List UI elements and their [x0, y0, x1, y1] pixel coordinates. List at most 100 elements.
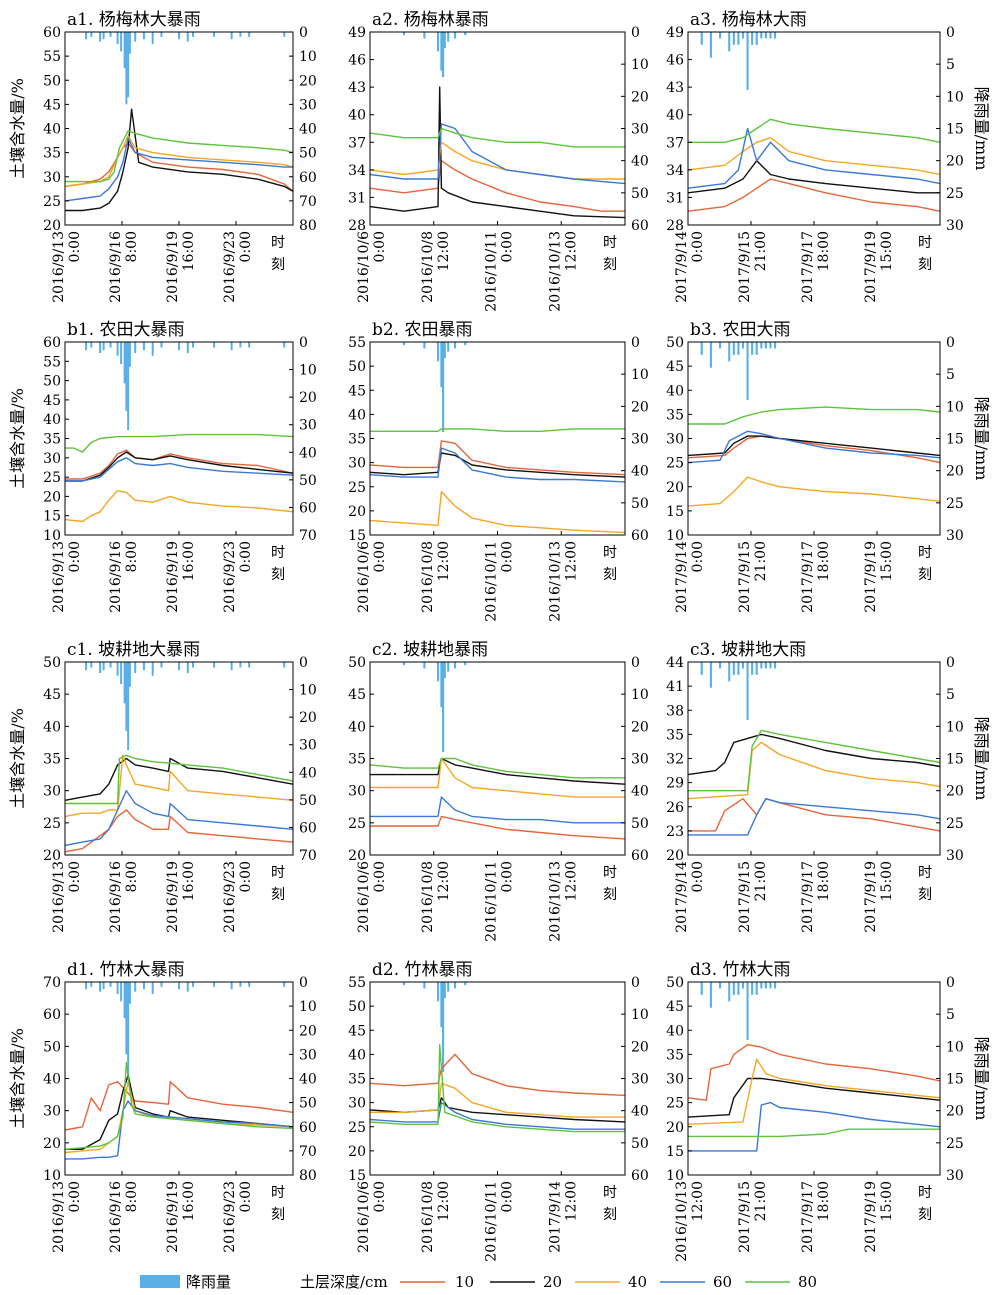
rain-tick-label: 20: [946, 1104, 964, 1120]
rain-bar: [423, 662, 426, 669]
rain-tick-label: 70: [299, 194, 317, 210]
y-tick-label: 30: [666, 1072, 684, 1088]
x-tick-time: 0:00: [238, 541, 254, 572]
x-tick-time: 12:00: [563, 541, 579, 581]
rain-bar: [142, 662, 145, 671]
rain-bar: [440, 342, 443, 388]
x-tick-date: 2017/9/19: [863, 231, 879, 303]
rain-tick-label: 20: [631, 399, 649, 415]
x-tick-label: 2016/10/110:00: [484, 541, 516, 622]
plot-frame: [687, 981, 941, 1176]
x-tick-time: 0:00: [500, 861, 516, 892]
series-line-10cm: [369, 1053, 626, 1097]
rain-bar: [769, 662, 772, 669]
x-tick-time: 0:00: [67, 231, 83, 262]
x-tick-time: 0:00: [372, 541, 388, 572]
x-tick-label: 2017/9/140:00: [674, 541, 706, 613]
x-axis-label: 刻: [271, 567, 285, 583]
series-line-40cm: [370, 1082, 625, 1118]
rain-bar: [186, 662, 189, 674]
rain-tick-label: 0: [299, 335, 308, 351]
rain-tick-label: 60: [631, 528, 649, 544]
x-tick-time: 12:00: [563, 861, 579, 901]
x-tick-time: 15:00: [879, 1181, 895, 1221]
x-tick-time: 0:00: [67, 1181, 83, 1212]
series-line-80cm: [688, 1128, 940, 1138]
rain-bar: [436, 342, 440, 362]
x-tick-date: 2016/9/23: [222, 1181, 238, 1253]
x-tick-date: 2017/9/17: [800, 1181, 816, 1253]
series-line-80cm: [369, 1043, 625, 1133]
rain-bar: [283, 982, 286, 987]
rain-tick-label: 30: [946, 1168, 964, 1184]
rain-bar: [464, 342, 467, 346]
y-axis-label-right: 降雨量/mm: [972, 717, 991, 801]
rain-tick-label: 15: [946, 1072, 964, 1088]
x-tick-date: 2016/9/19: [165, 541, 181, 613]
rain-tick-label: 0: [946, 25, 955, 41]
y-tick-label: 35: [666, 1047, 684, 1063]
x-tick-label: 2016/9/130:00: [51, 861, 83, 933]
rain-bar: [213, 662, 216, 668]
series-line-40cm: [64, 754, 294, 818]
rain-tick-label: 30: [299, 738, 317, 754]
y-tick-label: 25: [666, 456, 684, 472]
series-line-40cm: [369, 141, 625, 180]
rain-bar: [85, 342, 88, 351]
y-tick-label: 40: [348, 407, 366, 423]
x-tick-date: 2016/9/13: [51, 231, 67, 303]
y-tick-label: 50: [43, 374, 61, 390]
rain-bar: [746, 32, 749, 90]
x-tick-label: 2016/10/812:00: [420, 541, 452, 613]
x-tick-label: 2016/9/168:00: [108, 1181, 140, 1253]
y-tick-label: 20: [666, 848, 684, 864]
rain-tick-label: 0: [946, 335, 955, 351]
y-axis-label-right: 降雨量/mm: [972, 87, 991, 171]
rain-bar: [453, 982, 457, 989]
series-line-40cm: [370, 757, 625, 798]
rain-bar: [102, 32, 105, 40]
rain-tick-label: 0: [631, 335, 640, 351]
y-tick-label: 35: [43, 146, 61, 162]
rain-bar: [127, 32, 130, 98]
rain-bar: [737, 982, 740, 995]
x-tick-time: 12:00: [436, 861, 452, 901]
rain-bar: [90, 342, 93, 348]
y-tick-label: 31: [666, 190, 684, 206]
rain-bar: [186, 342, 189, 354]
rain-tick-label: 60: [299, 170, 317, 186]
rain-bar: [728, 342, 731, 362]
x-tick-label: 2016/9/230:00: [222, 541, 254, 613]
y-tick-label: 28: [348, 218, 366, 234]
y-tick-label: 20: [348, 848, 366, 864]
y-tick-label: 70: [43, 975, 61, 991]
rain-bar: [751, 662, 754, 675]
series-line-10cm: [688, 798, 941, 832]
rain-bar: [732, 32, 735, 45]
y-tick-label: 45: [43, 97, 61, 113]
rain-tick-label: 20: [631, 89, 649, 105]
y-tick-label: 40: [43, 1072, 61, 1088]
x-tick-label: 2016/10/1312:00: [674, 1181, 706, 1262]
y-tick-label: 43: [666, 80, 684, 96]
x-tick-time: 12:00: [436, 541, 452, 581]
rain-bar: [192, 342, 195, 348]
series-line-80cm: [688, 729, 941, 792]
y-tick-label: 45: [43, 393, 61, 409]
rain-bar: [248, 342, 251, 348]
x-axis-label: 刻: [603, 257, 617, 273]
rain-tick-label: 10: [299, 49, 317, 65]
rain-tick-label: 10: [946, 1039, 964, 1055]
rain-bar: [102, 982, 105, 990]
y-tick-label: 40: [348, 719, 366, 735]
x-tick-date: 2017/9/19: [863, 541, 879, 613]
rain-bar: [423, 32, 426, 39]
panel-title-c1: c1. 坡耕地大暴雨: [67, 640, 200, 660]
y-tick-label: 25: [43, 816, 61, 832]
rain-bar: [440, 662, 443, 708]
y-tick-label: 35: [348, 1072, 366, 1088]
rain-bar: [109, 32, 112, 37]
rain-bar: [123, 662, 126, 704]
plot-frame: [369, 341, 626, 536]
series-line-10cm: [64, 1080, 294, 1131]
